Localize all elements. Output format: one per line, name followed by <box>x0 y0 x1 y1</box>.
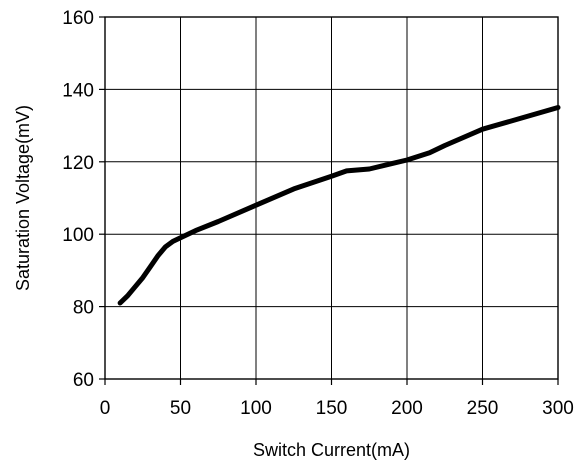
y-axis-title: Saturation Voltage(mV) <box>13 105 33 291</box>
grid <box>105 17 558 379</box>
x-tick-label: 250 <box>467 398 499 419</box>
y-tick-label: 60 <box>73 370 94 391</box>
y-tick-label: 140 <box>62 80 94 101</box>
y-tick-label: 100 <box>62 225 94 246</box>
x-tick-label: 300 <box>542 398 574 419</box>
y-axis-ticks: 60 80 100 120 140 160 <box>62 8 105 391</box>
y-tick-label: 120 <box>62 153 94 174</box>
x-tick-label: 100 <box>240 398 272 419</box>
y-tick-label: 160 <box>62 8 94 29</box>
x-tick-label: 50 <box>170 398 191 419</box>
x-tick-label: 150 <box>316 398 348 419</box>
series-line <box>117 105 561 306</box>
x-tick-label: 0 <box>100 398 111 419</box>
y-tick-label: 80 <box>73 298 94 319</box>
x-axis-ticks: 0 50 100 150 200 250 300 <box>100 379 574 419</box>
x-axis-title: Switch Current(mA) <box>253 440 410 460</box>
series-layer <box>117 105 561 306</box>
x-tick-label: 200 <box>391 398 423 419</box>
